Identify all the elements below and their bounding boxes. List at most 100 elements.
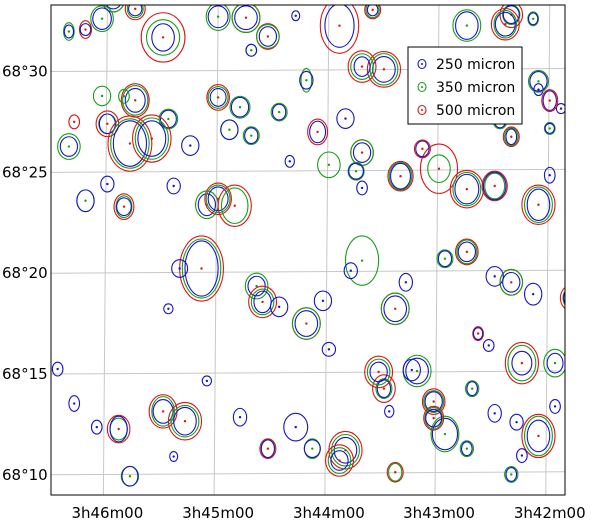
- source-88-center: [56, 367, 59, 371]
- source-46-g350-ellipse: [504, 127, 519, 147]
- source-5: [140, 12, 186, 63]
- source-70: [321, 341, 337, 357]
- source-34-center: [316, 130, 319, 134]
- source-67: [269, 296, 289, 318]
- source-29-center: [189, 144, 192, 147]
- source-66-b250-ellipse: [163, 303, 174, 315]
- source-103: [423, 405, 445, 431]
- source-78-center: [493, 275, 496, 278]
- source-93-r500-ellipse: [167, 401, 203, 441]
- grid-line-dec-3: [50, 168, 566, 173]
- source-99-g350-ellipse: [330, 433, 360, 467]
- source-1-center: [84, 28, 87, 31]
- legend-marker-b250: [417, 58, 427, 70]
- source-41: [419, 143, 459, 194]
- source-34: [307, 118, 329, 146]
- source-19-b250-ellipse: [299, 70, 314, 90]
- source-63-b250-ellipse: [184, 240, 219, 297]
- source-23: [229, 95, 251, 119]
- y-tick-label-4: 68°30: [2, 63, 48, 81]
- source-110-center: [553, 405, 557, 408]
- source-55: [521, 184, 556, 226]
- source-12: [364, 5, 382, 20]
- source-26-b250-ellipse: [112, 120, 148, 167]
- source-78-b250-ellipse: [485, 266, 504, 287]
- source-101-r500-ellipse: [421, 388, 446, 415]
- source-14-b250-ellipse: [502, 5, 520, 25]
- source-87-center: [377, 370, 380, 374]
- source-84-b250-ellipse: [466, 381, 479, 397]
- source-23-g350-ellipse: [229, 95, 251, 119]
- source-51: [541, 89, 559, 113]
- source-87-g350-ellipse: [366, 358, 391, 386]
- source-105-g350-ellipse: [459, 440, 475, 458]
- source-100-b250-ellipse: [384, 404, 395, 418]
- source-46-r500-ellipse: [502, 126, 520, 148]
- source-50: [527, 69, 549, 93]
- source-25: [95, 110, 120, 138]
- source-81-b250-ellipse: [472, 327, 484, 341]
- source-87-r500-ellipse: [364, 355, 394, 389]
- source-62: [217, 184, 252, 227]
- source-2-b250-ellipse: [105, 5, 121, 10]
- source-114-r500-ellipse: [325, 444, 354, 477]
- source-34-b250-ellipse: [309, 120, 327, 144]
- source-54-b250-ellipse: [482, 171, 507, 201]
- legend-label-r500: 500 micron: [436, 103, 515, 119]
- source-53-b250-ellipse: [543, 166, 556, 184]
- source-19: [299, 67, 314, 93]
- source-97-b250-ellipse: [283, 412, 309, 442]
- source-5-r500-ellipse: [140, 12, 186, 63]
- source-54-center: [493, 184, 496, 188]
- source-36-center: [360, 151, 364, 154]
- source-20-center: [100, 94, 104, 98]
- source-102: [430, 415, 460, 453]
- source-13: [452, 9, 482, 42]
- source-59: [166, 177, 181, 195]
- source-109-b250-ellipse: [516, 448, 528, 464]
- source-5-center: [161, 36, 165, 39]
- source-41-g350-ellipse: [427, 154, 451, 184]
- source-73-b250-ellipse: [383, 295, 408, 323]
- source-89-b250-ellipse: [68, 395, 81, 412]
- source-113-center: [128, 475, 132, 478]
- source-71-center: [360, 259, 364, 262]
- legend-dot-r500: [421, 109, 423, 111]
- source-86-center: [382, 387, 386, 390]
- source-9: [245, 43, 258, 57]
- source-9-b250-ellipse: [245, 43, 258, 57]
- source-49-center: [559, 107, 563, 110]
- source-50-b250-ellipse: [529, 70, 548, 92]
- source-12-center: [371, 8, 374, 12]
- source-109-center: [520, 454, 524, 457]
- source-36: [350, 139, 374, 166]
- grid-line-ra-0: [102, 4, 108, 496]
- source-42-b250-ellipse: [415, 140, 430, 158]
- source-1-b250-ellipse: [79, 23, 92, 37]
- source-59-b250-ellipse: [166, 177, 181, 195]
- source-22-r500-ellipse: [206, 84, 230, 111]
- grid-line-dec-2: [50, 269, 566, 274]
- source-48: [543, 121, 556, 135]
- source-95-b250-ellipse: [232, 407, 248, 427]
- legend-marker-r500: [417, 104, 427, 116]
- source-94-b250-ellipse: [201, 375, 213, 387]
- source-16-center: [531, 17, 535, 20]
- source-11-b250-ellipse: [324, 5, 355, 48]
- source-8: [291, 10, 301, 22]
- source-42-center: [421, 147, 424, 151]
- source-75-g350-ellipse: [456, 239, 478, 265]
- source-92: [148, 394, 178, 429]
- source-114-g350-ellipse: [327, 447, 352, 474]
- source-13-g350-ellipse: [452, 9, 482, 42]
- source-103-b250-ellipse: [425, 408, 443, 428]
- source-32: [270, 102, 288, 122]
- source-95: [232, 407, 248, 427]
- source-4-r500-ellipse: [124, 5, 146, 21]
- source-85-center: [415, 369, 419, 373]
- source-32-g350-ellipse: [270, 102, 288, 122]
- source-21: [120, 83, 150, 118]
- source-55-r500-ellipse: [521, 184, 556, 226]
- source-6-g350-ellipse: [231, 5, 261, 34]
- source-15: [490, 7, 520, 41]
